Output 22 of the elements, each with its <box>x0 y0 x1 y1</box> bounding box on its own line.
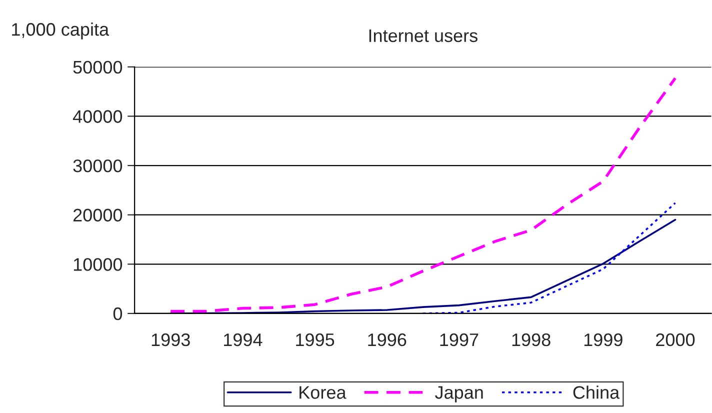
x-tick-label: 1993 <box>152 333 190 346</box>
y-axis-title: 1,000 capita <box>12 22 110 40</box>
y-tick-label: 20000 <box>73 208 122 222</box>
x-tick-label: 1994 <box>224 333 262 346</box>
x-tick-label: 1997 <box>440 333 478 346</box>
x-tick-label: 1995 <box>296 333 334 346</box>
y-tick-label: 50000 <box>73 60 122 74</box>
legend-label: Korea <box>300 386 346 399</box>
x-tick-label: 1996 <box>368 333 406 346</box>
x-tick-label: 1999 <box>584 333 622 346</box>
legend-label: Japan <box>435 386 483 402</box>
x-tick-label: 2000 <box>656 333 695 346</box>
y-tick-label: 30000 <box>73 159 122 172</box>
chart-title: Internet users <box>369 29 478 42</box>
line-series <box>422 202 676 314</box>
line-series <box>169 76 677 313</box>
legend-label: China <box>573 386 620 399</box>
y-tick-label: 40000 <box>72 110 122 123</box>
x-tick-label: 1998 <box>512 333 550 346</box>
y-tick-label: 10000 <box>74 258 122 271</box>
line-series <box>170 218 676 314</box>
y-tick-label: 0 <box>113 307 122 320</box>
